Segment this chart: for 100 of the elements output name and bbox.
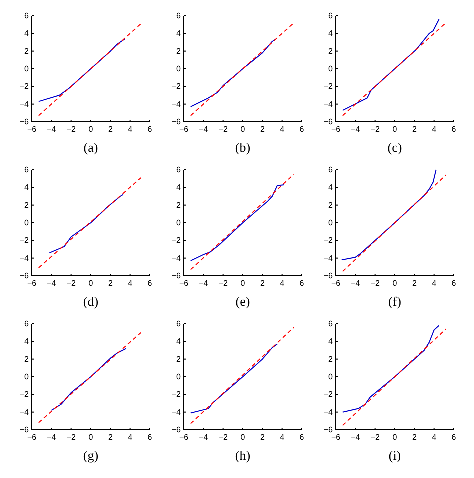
y-tick-label: 4 <box>328 337 334 346</box>
x-tick-label: −2 <box>370 125 380 134</box>
x-tick-label: −2 <box>218 125 228 134</box>
x-tick-label: −2 <box>218 433 228 442</box>
x-tick-label: 2 <box>108 433 114 442</box>
y-tick-label: −2 <box>20 390 30 400</box>
x-axis-title: (h) <box>235 448 251 463</box>
x-tick-label: 2 <box>412 125 418 134</box>
y-tick-label: 0 <box>176 64 182 74</box>
y-tick-label: 4 <box>176 337 182 346</box>
x-tick-label: 4 <box>128 125 134 134</box>
y-tick-label: 6 <box>176 12 182 21</box>
x-tick-label: 0 <box>88 279 94 288</box>
y-tick-label: −4 <box>20 100 30 109</box>
x-tick-label: 6 <box>148 433 153 442</box>
x-tick-label: 0 <box>240 279 246 288</box>
x-tick-label: 4 <box>280 279 286 288</box>
x-tick-label: 0 <box>392 279 398 288</box>
y-tick-label: 2 <box>328 200 334 210</box>
x-tick-label: 2 <box>260 125 266 134</box>
x-axis-title: (i) <box>388 448 402 463</box>
y-tick-label: −2 <box>20 82 30 92</box>
y-tick-label: −6 <box>324 426 334 435</box>
y-tick-label: 2 <box>176 200 182 210</box>
x-axis-title: (c) <box>388 140 402 155</box>
y-tick-label: −4 <box>20 408 30 417</box>
y-tick-label: 4 <box>24 29 30 38</box>
line-series <box>190 344 278 414</box>
y-tick-label: 0 <box>24 218 30 228</box>
x-tick-label: −4 <box>351 125 361 134</box>
y-tick-label: −4 <box>324 254 334 263</box>
y-tick-label: −2 <box>172 82 182 92</box>
x-tick-label: 6 <box>300 433 305 442</box>
x-tick-label: −4 <box>199 125 209 134</box>
x-axis-title: (d) <box>83 294 99 309</box>
y-tick-label: 4 <box>328 183 334 192</box>
x-tick-label: −2 <box>370 279 380 288</box>
y-tick-label: 0 <box>176 218 182 228</box>
x-axis-title: (e) <box>236 294 250 309</box>
y-tick-label: −6 <box>20 426 30 435</box>
line-series <box>49 194 124 254</box>
y-tick-label: −4 <box>172 254 182 263</box>
x-tick-label: −4 <box>351 279 361 288</box>
y-tick-label: −4 <box>172 408 182 417</box>
y-tick-label: 6 <box>328 12 334 21</box>
y-tick-label: 4 <box>176 29 182 38</box>
y-tick-label: 6 <box>24 12 30 21</box>
x-tick-label: −4 <box>47 279 57 288</box>
y-tick-label: −4 <box>324 408 334 417</box>
x-tick-label: 0 <box>392 125 398 134</box>
y-tick-label: 2 <box>24 200 30 210</box>
x-tick-label: 0 <box>240 433 246 442</box>
y-tick-label: −6 <box>172 272 182 281</box>
y-tick-label: 6 <box>24 166 30 175</box>
x-tick-label: 6 <box>148 279 153 288</box>
x-axis-title: (g) <box>83 448 99 463</box>
y-tick-label: −6 <box>20 272 30 281</box>
y-tick-label: 2 <box>328 46 334 56</box>
line-series <box>190 39 276 108</box>
x-tick-label: 6 <box>452 279 457 288</box>
y-tick-label: 0 <box>328 218 334 228</box>
x-tick-label: 4 <box>432 433 438 442</box>
x-tick-label: −4 <box>351 433 361 442</box>
x-tick-label: −4 <box>47 125 57 134</box>
y-tick-label: −2 <box>20 236 30 246</box>
line-series <box>190 184 285 262</box>
y-tick-label: 0 <box>24 372 30 382</box>
y-tick-label: 2 <box>24 46 30 56</box>
x-tick-label: 6 <box>300 279 305 288</box>
x-tick-label: 4 <box>128 279 134 288</box>
line-series <box>51 348 127 412</box>
x-tick-label: 0 <box>392 433 398 442</box>
y-tick-label: −6 <box>172 426 182 435</box>
x-tick-label: −2 <box>218 279 228 288</box>
line-series <box>38 38 126 102</box>
x-axis-title: (a) <box>84 140 98 155</box>
y-tick-label: 4 <box>24 337 30 346</box>
x-tick-label: −2 <box>66 279 76 288</box>
y-tick-label: −2 <box>324 82 334 92</box>
y-tick-label: 6 <box>328 166 334 175</box>
x-tick-label: 6 <box>452 433 457 442</box>
y-tick-label: −2 <box>172 236 182 246</box>
y-tick-label: −4 <box>172 100 182 109</box>
y-tick-label: 2 <box>176 354 182 364</box>
y-tick-label: −2 <box>324 390 334 400</box>
line-series <box>341 170 437 261</box>
y-tick-label: 2 <box>176 46 182 56</box>
x-tick-label: 4 <box>432 125 438 134</box>
y-tick-label: 6 <box>176 166 182 175</box>
y-tick-label: −4 <box>324 100 334 109</box>
x-tick-label: −4 <box>47 433 57 442</box>
line-series <box>342 325 440 413</box>
y-tick-label: −4 <box>20 254 30 263</box>
y-tick-label: 0 <box>176 372 182 382</box>
x-tick-label: 2 <box>260 433 266 442</box>
y-tick-label: −2 <box>172 390 182 400</box>
x-tick-label: 2 <box>412 433 418 442</box>
y-tick-label: −6 <box>324 118 334 127</box>
y-tick-label: −6 <box>324 272 334 281</box>
y-tick-label: 6 <box>328 320 334 329</box>
